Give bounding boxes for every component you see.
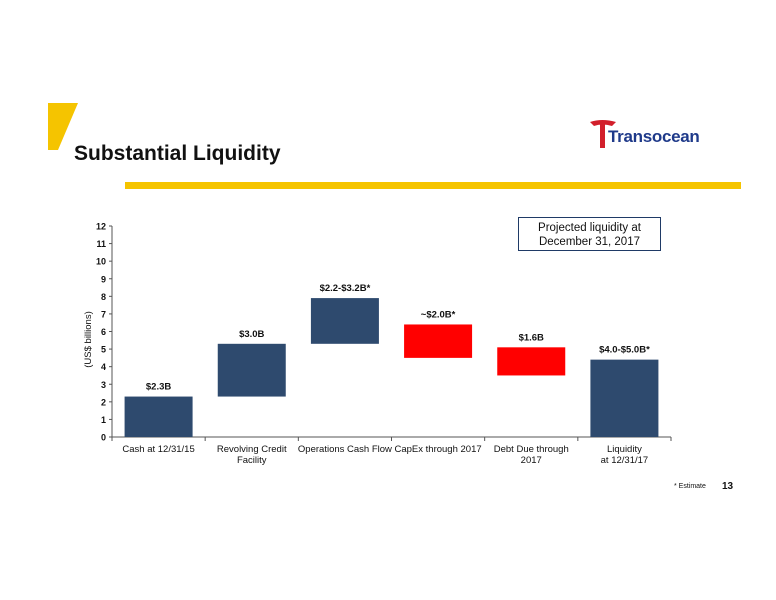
bar-data-label: $1.6B: [519, 332, 544, 343]
bar-data-label: $3.0B: [239, 329, 264, 340]
y-tick-label: 12: [96, 222, 106, 232]
bar-data-label: $2.3B: [146, 382, 171, 393]
bar: [590, 359, 659, 437]
y-tick-label: 2: [101, 397, 106, 407]
page-number: 13: [722, 481, 734, 492]
logo-text: Transocean: [608, 127, 700, 146]
y-tick-label: 7: [101, 309, 106, 319]
y-tick-label: 9: [101, 274, 106, 284]
y-tick-label: 0: [101, 433, 106, 443]
bar: [310, 298, 379, 344]
estimate-footnote: * Estimate: [674, 483, 706, 490]
bar: [497, 347, 566, 376]
y-tick-label: 4: [101, 362, 106, 372]
x-category-label: 2017: [521, 455, 542, 466]
x-category-label: Cash at 12/31/15: [122, 444, 194, 455]
x-category-label: at 12/31/17: [601, 455, 649, 466]
y-axis-title: (US$ billions): [83, 311, 94, 368]
y-tick-label: 5: [101, 345, 106, 355]
bar-data-label: $4.0-$5.0B*: [599, 345, 650, 356]
bar-data-label: ~$2.0B*: [421, 309, 456, 320]
x-category-label: Liquidity: [607, 444, 642, 455]
projected-liquidity-callout: Projected liquidity at December 31, 2017: [518, 217, 661, 251]
bar: [404, 324, 473, 358]
x-category-label: Facility: [237, 455, 267, 466]
y-tick-label: 3: [101, 380, 106, 390]
y-tick-label: 8: [101, 292, 106, 302]
slide-title: Substantial Liquidity: [74, 142, 281, 165]
bar: [124, 396, 193, 437]
title-underline: [125, 182, 741, 189]
y-tick-label: 11: [96, 239, 106, 249]
x-category-label: Debt Due through: [494, 444, 569, 455]
bar: [217, 343, 286, 397]
y-tick-label: 1: [101, 415, 106, 425]
y-tick-label: 6: [101, 327, 106, 337]
y-tick-label: 10: [96, 257, 106, 267]
x-category-label: Operations Cash Flow: [298, 444, 392, 455]
x-category-label: CapEx through 2017: [395, 444, 482, 455]
x-category-label: Revolving Credit: [217, 444, 287, 455]
bar-data-label: $2.2-$3.2B*: [320, 283, 371, 294]
transocean-logo-icon: [590, 120, 616, 148]
